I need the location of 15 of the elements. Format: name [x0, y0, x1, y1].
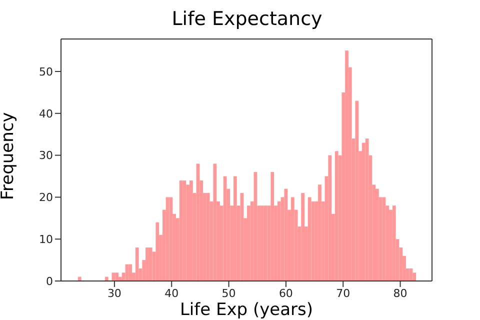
x-tick-label: 60 [278, 286, 293, 300]
y-tick-label: 10 [39, 233, 53, 246]
y-tick-label: 40 [39, 107, 53, 120]
x-tick-label: 70 [336, 286, 350, 300]
chart-title: Life Expectancy [170, 8, 324, 30]
x-tick-label: 30 [107, 286, 122, 300]
x-tick-label: 40 [164, 286, 179, 300]
y-tick-label: 0 [46, 274, 53, 288]
x-tick-label: 80 [393, 286, 408, 300]
y-axis-title: Frequency [0, 112, 18, 200]
x-axis-title: Life Exp (years) [180, 300, 314, 320]
y-tick-label: 50 [39, 65, 53, 78]
y-tick-label: 20 [39, 191, 53, 204]
x-tick-label: 50 [222, 286, 236, 300]
y-tick-label: 30 [39, 149, 53, 162]
